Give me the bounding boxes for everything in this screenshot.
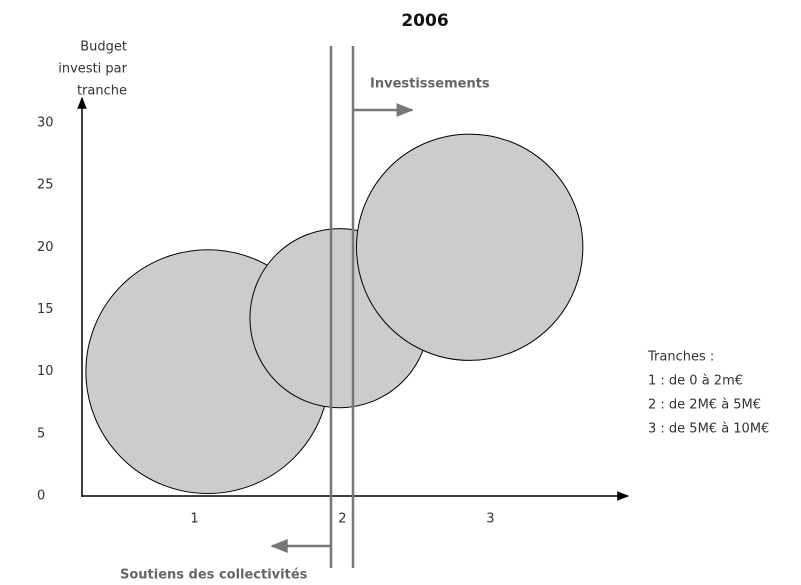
y-tick-label: 5 bbox=[37, 426, 45, 441]
legend-item: 1 : de 0 à 2m€ bbox=[648, 374, 743, 389]
y-axis-label: investi par bbox=[58, 62, 127, 77]
y-tick-label: 15 bbox=[37, 302, 54, 317]
annotation: Investissements bbox=[370, 77, 490, 92]
x-tick-label: 2 bbox=[338, 512, 346, 527]
legend-title: Tranches : bbox=[647, 350, 714, 365]
y-tick-label: 20 bbox=[37, 240, 54, 255]
legend-item: 3 : de 5M€ à 10M€ bbox=[648, 422, 769, 437]
y-tick-label: 0 bbox=[37, 489, 45, 504]
legend-item: 2 : de 2M€ à 5M€ bbox=[648, 398, 761, 413]
chart-title: 2006 bbox=[401, 11, 448, 31]
y-tick-label: 30 bbox=[37, 115, 54, 130]
y-axis-label: Budget bbox=[80, 40, 127, 55]
y-tick-label: 25 bbox=[37, 178, 54, 193]
bubbles bbox=[85, 133, 584, 495]
bubble bbox=[355, 133, 584, 361]
x-tick-label: 1 bbox=[190, 512, 198, 527]
y-tick-label: 10 bbox=[37, 364, 54, 379]
annotation: Soutiens des collectivités bbox=[120, 568, 308, 583]
x-tick-label: 3 bbox=[486, 512, 494, 527]
y-axis-label: tranche bbox=[77, 84, 127, 99]
